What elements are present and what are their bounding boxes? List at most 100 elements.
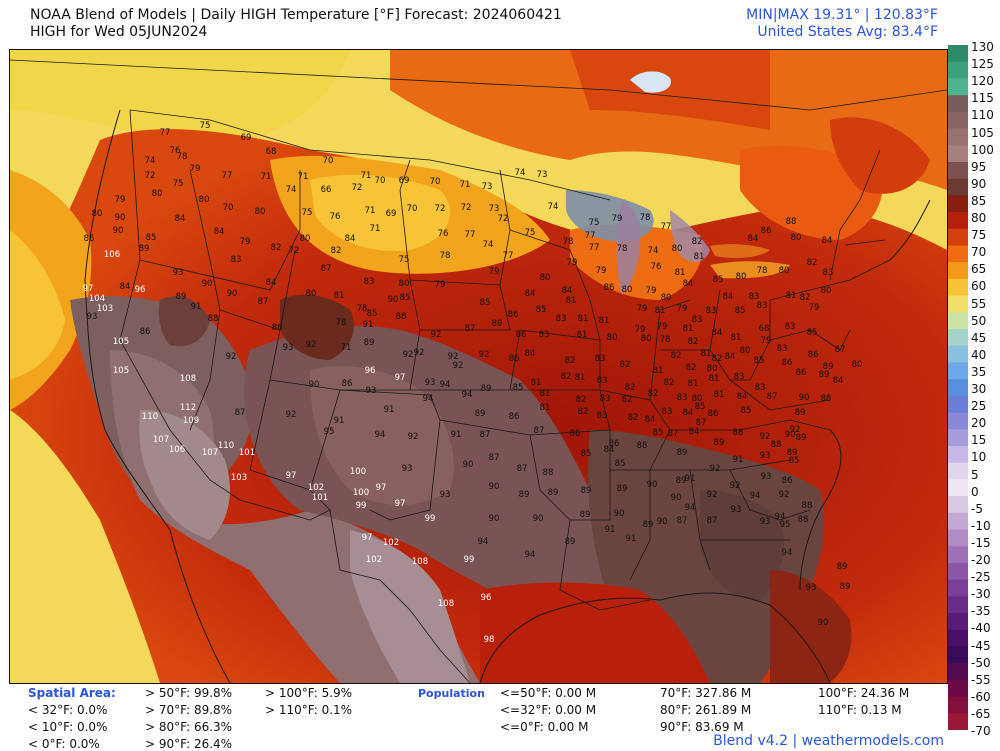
station-value: 88 bbox=[821, 394, 832, 404]
station-value: 79 bbox=[596, 266, 607, 276]
station-value: 74 bbox=[648, 246, 659, 256]
colorbar-segment bbox=[948, 362, 968, 380]
station-value: 88 bbox=[798, 515, 809, 525]
colorbar-tick-label: 100 bbox=[971, 142, 994, 157]
colorbar-tick-label: -60 bbox=[971, 689, 991, 704]
colorbar-tick-label: -50 bbox=[971, 655, 991, 670]
station-value: 72 bbox=[461, 203, 472, 213]
station-value: 76 bbox=[330, 212, 341, 222]
station-value: 72 bbox=[352, 183, 363, 193]
colorbar-segment bbox=[948, 312, 968, 330]
station-value: 80 bbox=[641, 334, 652, 344]
station-value: 89 bbox=[676, 476, 687, 486]
station-value: 81 bbox=[540, 389, 551, 399]
station-value: 92 bbox=[710, 464, 721, 474]
colorbar-segment bbox=[948, 663, 968, 681]
station-value: 83 bbox=[823, 268, 834, 278]
colorbar-segment bbox=[948, 496, 968, 514]
station-value: 81 bbox=[675, 268, 686, 278]
station-value: 97 bbox=[376, 483, 387, 493]
station-value: 80 bbox=[306, 289, 317, 299]
station-value: 81 bbox=[575, 373, 586, 383]
station-value: 75 bbox=[525, 228, 536, 238]
station-value: 82 bbox=[620, 360, 631, 370]
station-value: 75 bbox=[200, 121, 211, 131]
colorbar-tick-label: 50 bbox=[971, 313, 987, 328]
station-value: 107 bbox=[202, 448, 218, 458]
station-value: 83 bbox=[706, 306, 717, 316]
station-value: 82 bbox=[576, 395, 587, 405]
station-value: 86 bbox=[609, 439, 620, 449]
station-value: 93 bbox=[440, 490, 451, 500]
colorbar-tick-label: 70 bbox=[971, 245, 987, 260]
footer-credit[interactable]: Blend v4.2 | weathermodels.com bbox=[713, 733, 944, 749]
station-value: 86 bbox=[509, 354, 520, 364]
station-value: 78 bbox=[757, 266, 768, 276]
colorbar-tick-label: 10 bbox=[971, 450, 987, 465]
station-value: 99 bbox=[425, 514, 436, 524]
station-value: 77 bbox=[160, 128, 171, 138]
station-value: 84 bbox=[822, 236, 833, 246]
colorbar-segment bbox=[948, 45, 968, 63]
temperature-map[interactable]: 75 69 77 76 68 70 78 74 72 79 77 71 71 75 80 80 74 66 72 71… bbox=[9, 49, 948, 684]
station-value: 90 bbox=[463, 460, 474, 470]
station-value: 85 bbox=[735, 306, 746, 316]
station-value: 85 bbox=[754, 356, 765, 366]
station-value: 79 bbox=[637, 304, 648, 314]
station-value: 90 bbox=[489, 514, 500, 524]
station-value: 92 bbox=[226, 352, 237, 362]
colorbar-segment bbox=[948, 379, 968, 397]
colorbar-segment bbox=[948, 161, 968, 180]
station-value: 82 bbox=[648, 389, 659, 399]
station-value: 95 bbox=[324, 427, 335, 437]
station-value: 85 bbox=[513, 383, 524, 393]
station-value: 94 bbox=[750, 491, 761, 501]
station-value: 89 bbox=[176, 292, 187, 302]
colorbar-tick-label: -55 bbox=[971, 672, 991, 687]
station-value: 80 bbox=[661, 293, 672, 303]
station-value: 108 bbox=[438, 599, 454, 609]
station-value: 94 bbox=[478, 537, 489, 547]
station-value: 82 bbox=[800, 293, 811, 303]
station-value: 90 bbox=[647, 480, 658, 490]
colorbar-tick-label: 105 bbox=[971, 125, 994, 140]
colorbar-segment bbox=[948, 128, 968, 146]
station-value: 85 bbox=[400, 293, 411, 303]
stat-gt50: > 50°F: 99.8% bbox=[145, 686, 233, 700]
station-value: 71 bbox=[298, 172, 309, 182]
station-value: 87 bbox=[517, 464, 528, 474]
station-value: 87 bbox=[835, 345, 846, 355]
population-label: Population bbox=[418, 687, 485, 700]
station-value: 80 bbox=[692, 394, 703, 404]
station-value: 81 bbox=[578, 314, 589, 324]
station-value: 82 bbox=[578, 407, 589, 417]
stat-gt100: > 100°F: 5.9% bbox=[265, 686, 353, 700]
colorbar-segment bbox=[948, 145, 968, 163]
station-value: 100 bbox=[350, 467, 366, 477]
colorbar-segment bbox=[948, 479, 968, 497]
station-value: 81 bbox=[683, 324, 694, 334]
station-value: 89 bbox=[617, 484, 628, 494]
station-value: 77 bbox=[661, 222, 672, 232]
station-value: 73 bbox=[489, 204, 500, 214]
station-value: 110 bbox=[218, 441, 234, 451]
station-value: 84 bbox=[525, 349, 536, 359]
station-value: 84 bbox=[214, 227, 225, 237]
station-value: 87 bbox=[696, 418, 707, 428]
station-value: 84 bbox=[725, 352, 736, 362]
station-value: 89 bbox=[823, 362, 834, 372]
colorbar-segment bbox=[948, 679, 968, 698]
station-value: 96 bbox=[481, 593, 492, 603]
colorbar-segment bbox=[948, 178, 968, 196]
station-value: 93 bbox=[760, 451, 771, 461]
pop-le32: <=32°F: 0.00 M bbox=[500, 703, 597, 717]
station-value: 92 bbox=[790, 425, 801, 435]
station-value: 90 bbox=[113, 226, 124, 236]
station-value: 70 bbox=[430, 177, 441, 187]
station-value: 71 bbox=[370, 224, 381, 234]
station-value: 93 bbox=[761, 472, 772, 482]
station-value: 88 bbox=[771, 440, 782, 450]
station-value: 78 bbox=[336, 318, 347, 328]
station-value: 84 bbox=[683, 279, 694, 289]
station-value: 85 bbox=[146, 233, 157, 243]
